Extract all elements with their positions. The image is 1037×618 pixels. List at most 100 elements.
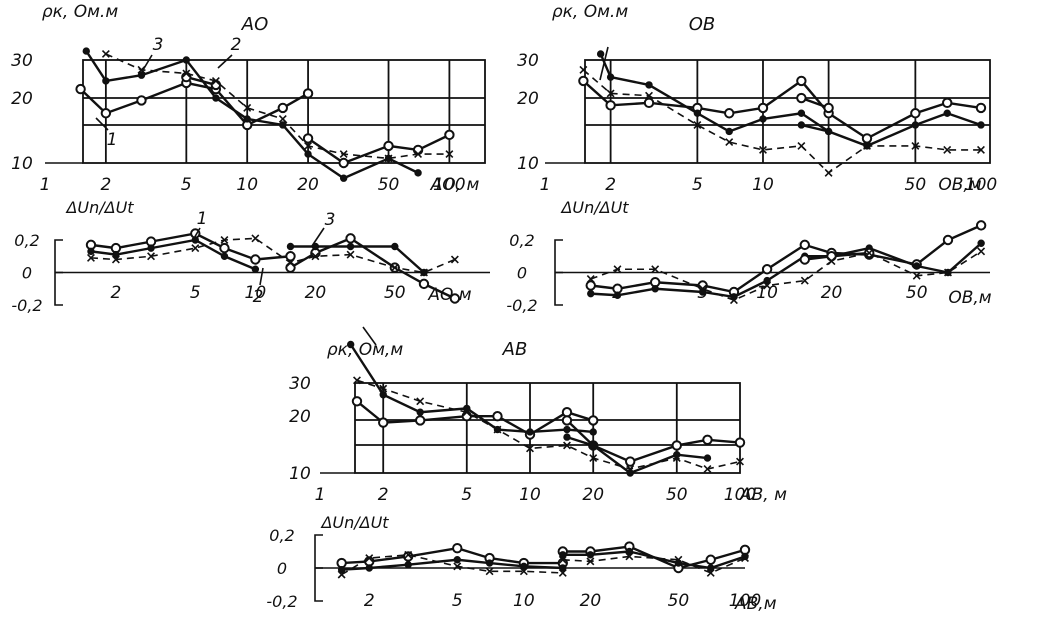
- open-point: [452, 543, 463, 554]
- x-tick-label: 100: [729, 591, 761, 611]
- series-line: [85, 50, 419, 180]
- cross-point: [251, 234, 260, 243]
- open-point: [702, 434, 713, 445]
- x-axis-label: АО, м: [430, 175, 480, 195]
- filled-point: [763, 276, 771, 285]
- series-1: [587, 239, 985, 301]
- series-4: [87, 234, 459, 277]
- chart-title: ОВ: [689, 14, 716, 35]
- series-line: [90, 232, 291, 261]
- cross-point: [445, 150, 454, 159]
- cross-point: [763, 281, 772, 290]
- filled-point: [759, 115, 767, 123]
- x-tick-label: 20: [297, 175, 319, 195]
- y-tick-label: 20: [289, 407, 311, 427]
- series-line: [90, 238, 256, 271]
- cross-point: [485, 567, 494, 576]
- cross-point: [278, 114, 287, 123]
- open-point: [75, 83, 86, 95]
- cross-point: [182, 69, 191, 78]
- filled-point: [279, 121, 287, 129]
- series-line: [590, 224, 982, 294]
- x-tick-label: 2: [605, 175, 616, 195]
- open-point: [100, 108, 112, 119]
- y-axis-label: ΔUn/ΔUt: [559, 198, 629, 217]
- x-tick-label: 5: [452, 591, 463, 611]
- filled-point: [977, 121, 985, 129]
- x-tick-label: 5: [181, 175, 192, 195]
- filled-point: [416, 408, 424, 416]
- filled-point: [651, 285, 659, 293]
- filled-point: [286, 242, 295, 251]
- series-line: [590, 250, 982, 301]
- open-point: [414, 415, 426, 426]
- cross-point: [706, 568, 715, 577]
- filled-point: [346, 340, 355, 349]
- series-3: [586, 247, 986, 305]
- open-point: [796, 92, 807, 104]
- x-tick-label: 20: [582, 485, 604, 505]
- cross-point: [651, 265, 660, 274]
- filled-point: [606, 73, 615, 81]
- open-point: [383, 140, 394, 152]
- open-point: [588, 415, 599, 426]
- filled-point: [559, 564, 567, 572]
- chart-title: АО: [241, 14, 268, 35]
- x-tick-label: 50: [906, 283, 928, 303]
- cross-point: [286, 258, 295, 267]
- series-4: [101, 49, 454, 163]
- y-tick-label: 20: [11, 89, 33, 109]
- x-tick-label: 50: [668, 591, 690, 611]
- cross-point: [493, 425, 502, 434]
- open-point: [799, 254, 810, 265]
- y-tick-label: 10: [11, 154, 33, 174]
- cross-point: [101, 49, 110, 58]
- cross-point: [943, 145, 952, 154]
- cross-point: [703, 465, 712, 473]
- open-point: [942, 234, 954, 246]
- x-tick-label: 1: [540, 175, 551, 195]
- x-tick-label: 2: [364, 591, 375, 611]
- open-point: [412, 144, 424, 156]
- open-point: [799, 239, 810, 251]
- open-point: [250, 254, 261, 265]
- filled-point: [797, 109, 806, 117]
- series-4: [337, 550, 567, 579]
- series-2: [82, 47, 422, 182]
- y-tick-label: 0: [22, 264, 32, 283]
- x-tick-label: 10: [236, 175, 258, 195]
- cross-point: [977, 145, 985, 154]
- filled-point: [147, 244, 155, 252]
- series-line: [90, 237, 456, 274]
- cross-point: [579, 65, 588, 74]
- cross-point: [311, 252, 320, 261]
- filled-point: [563, 433, 571, 441]
- cross-point: [353, 376, 361, 385]
- filled-point: [414, 169, 422, 177]
- cross-point: [800, 276, 809, 285]
- cross-point: [147, 252, 156, 261]
- filled-point: [596, 50, 605, 58]
- filled-point: [645, 81, 653, 89]
- cross-point: [613, 265, 622, 274]
- y-axis-label: ΔUn/ΔUt: [319, 513, 389, 532]
- series-line: [599, 53, 830, 133]
- series-line: [341, 553, 563, 576]
- x-tick-label: 2: [110, 283, 121, 303]
- cross-point: [384, 154, 393, 163]
- open-point: [302, 88, 314, 99]
- series-line: [582, 69, 981, 174]
- curve-number-2: 2: [253, 287, 264, 307]
- cross-point: [379, 384, 388, 393]
- filled-point: [379, 391, 387, 399]
- cross-point: [87, 253, 95, 262]
- x-axis-label: АВ, м: [739, 485, 787, 505]
- open-point: [403, 551, 414, 562]
- series-2: [596, 50, 833, 136]
- open-point: [796, 75, 807, 87]
- cross-point: [725, 138, 734, 147]
- series-3: [286, 242, 428, 277]
- cross-point: [211, 76, 220, 85]
- cross-point: [741, 554, 749, 563]
